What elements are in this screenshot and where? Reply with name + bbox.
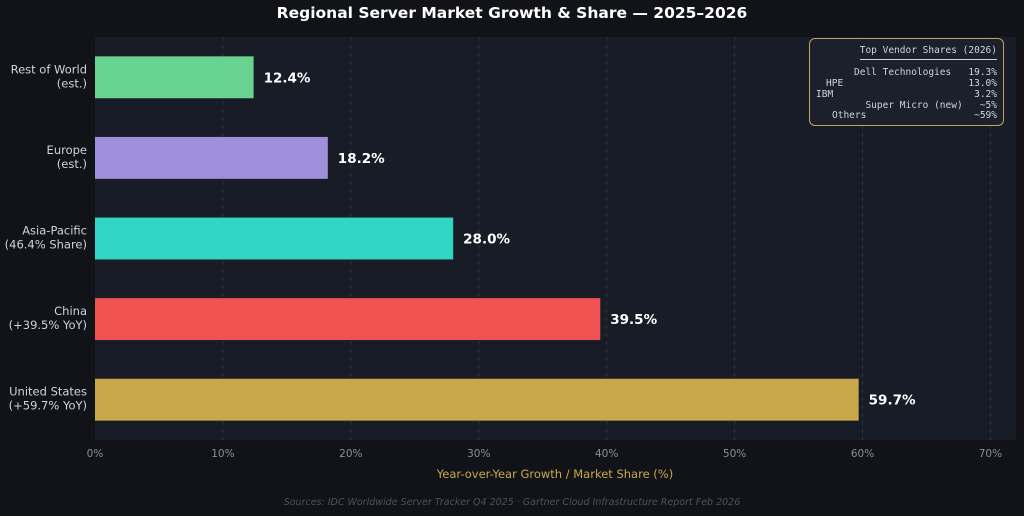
vendor-line: Dell Technologies 19.3% (854, 67, 997, 78)
vendor-line: 13.0% (968, 78, 997, 89)
vendor-line: IBM (816, 89, 834, 100)
chart-title: Regional Server Market Growth & Share — … (276, 4, 748, 22)
vendor-box-divider (860, 59, 997, 60)
x-axis-label: Year-over-Year Growth / Market Share (%) (436, 467, 673, 481)
category-labels: Rest of World (est.) Europe (est.) Asia-Paci… (5, 62, 87, 412)
vendor-box-title: Top Vendor Shares (2026) (859, 45, 997, 56)
bar (95, 378, 859, 421)
category-label: Asia-Pacific (46.4% Share) (5, 224, 87, 252)
vendor-line: Others (832, 110, 867, 121)
bar (95, 217, 454, 260)
x-tick-label: 60% (851, 448, 874, 460)
vendor-line: 3.2% (974, 89, 997, 100)
vendor-line: Super Micro (new) ~5% (865, 100, 997, 111)
bar (95, 298, 601, 341)
x-tick-label: 20% (339, 448, 362, 460)
category-label: Europe (est.) (47, 143, 87, 171)
x-tick-label: 50% (723, 448, 746, 460)
x-tick-label: 70% (979, 448, 1002, 460)
bar-value-label: 59.7% (869, 393, 916, 409)
x-tick-label: 0% (87, 448, 104, 460)
category-label: Rest of World (est.) (11, 62, 87, 90)
category-label: China (+39.5% YoY) (9, 304, 87, 332)
x-tick-labels: 0% 10% 20% 30% 40% 50% 60% 70% (87, 448, 1002, 460)
vendor-line: HPE (826, 78, 844, 89)
x-tick-label: 10% (211, 448, 234, 460)
bar-value-label: 28.0% (463, 232, 510, 248)
vendor-line: ~59% (974, 110, 997, 121)
bar-value-label: 12.4% (264, 70, 311, 86)
x-tick-label: 40% (595, 448, 618, 460)
category-label: United States (+59.7% YoY) (9, 385, 87, 413)
x-tick-label: 30% (467, 448, 490, 460)
source-footnote: Sources: IDC Worldwide Server Tracker Q4… (283, 497, 741, 508)
bars (95, 56, 859, 421)
vendor-shares-box: Top Vendor Shares (2026) Dell Technologi… (809, 38, 1004, 126)
bar-value-label: 18.2% (338, 151, 385, 167)
bar-value-label: 39.5% (610, 312, 657, 328)
value-labels: 12.4% 18.2% 28.0% 39.5% 59.7% (264, 70, 916, 408)
bar (95, 56, 254, 99)
bar (95, 136, 328, 179)
